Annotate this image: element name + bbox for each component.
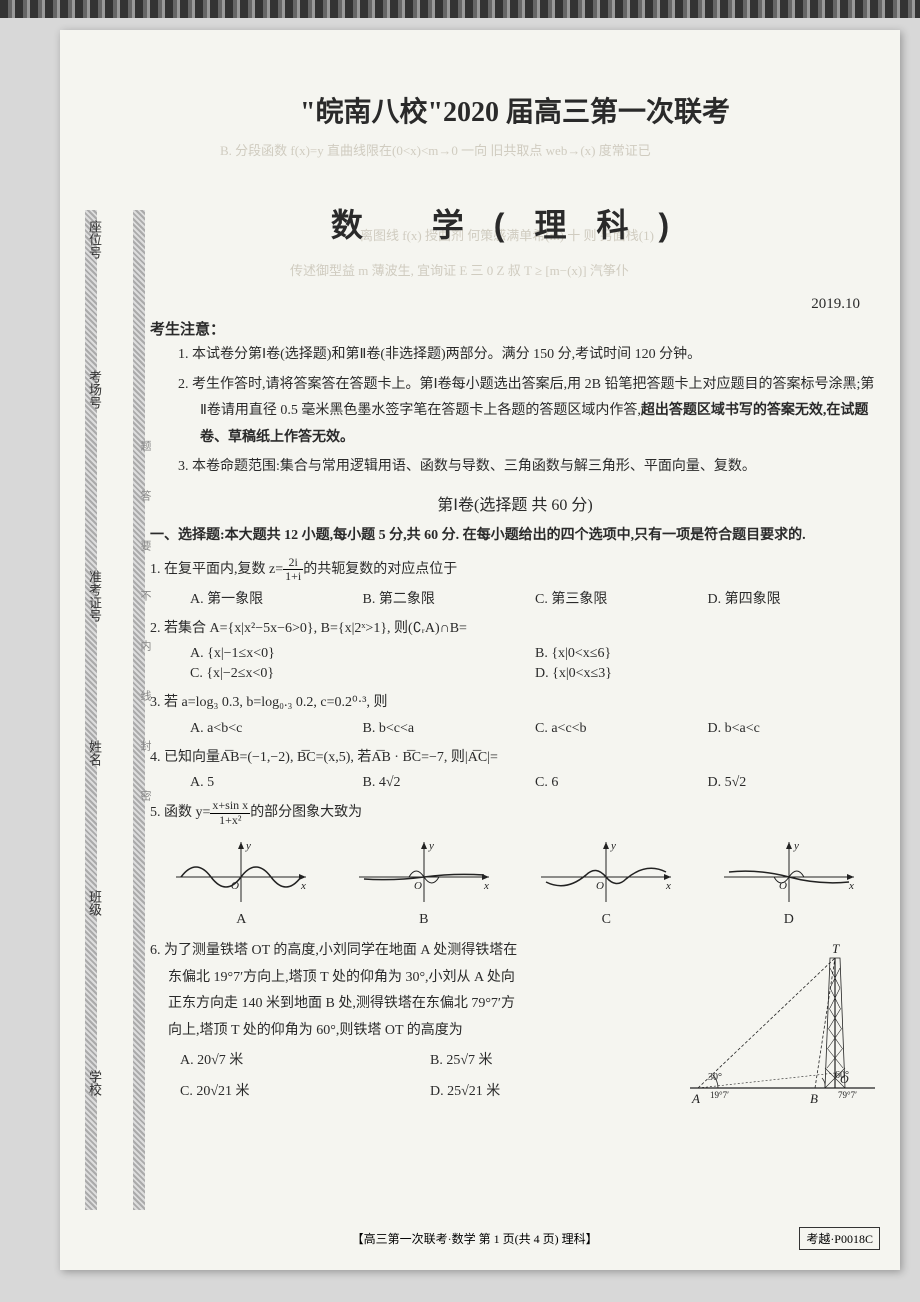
- q1-opt-b: B. 第二象限: [363, 588, 536, 608]
- q4-opt-b: B. 4√2: [363, 775, 536, 791]
- q5-stem-pre: 5. 函数 y=: [150, 805, 210, 820]
- binding-strip: 座位号 考场号 准考证号 姓名 班级 学校 题 答 要 不 内 线 封 密: [85, 210, 145, 1210]
- notice-bold: 超出答题区域书写的答案无效,在试题卷、草稿纸上作答无效。: [200, 403, 868, 445]
- q2-options-row2: C. {x|−2≤x<0} D. {x|0<x≤3}: [150, 666, 880, 682]
- svg-text:19°7′: 19°7′: [710, 1090, 729, 1100]
- q1-stem-pre: 1. 在复平面内,复数 z=: [150, 562, 283, 577]
- q2-options-row1: A. {x|−1≤x<0} B. {x|0<x≤6}: [150, 646, 880, 662]
- svg-text:y: y: [793, 840, 799, 852]
- svg-text:y: y: [610, 840, 616, 852]
- svg-text:x: x: [665, 880, 671, 892]
- svg-text:B: B: [810, 1091, 818, 1106]
- content-area: "皖南八校"2020 届高三第一次联考 数 学(理科) 2019.10 考生注意…: [150, 80, 880, 1123]
- q1-opt-c: C. 第三象限: [535, 588, 708, 608]
- q6-opt-b: B. 25√7 米: [430, 1048, 680, 1075]
- q5-graph-c: O x y C: [536, 837, 676, 928]
- graph-c-svg: O x y: [536, 837, 676, 907]
- q5-frac: x+sin x1+x²: [210, 799, 250, 826]
- notice-title: 考生注意：: [150, 318, 880, 339]
- q6-options-row1: A. 20√7 米 B. 25√7 米: [150, 1048, 680, 1075]
- svg-text:O: O: [779, 880, 787, 892]
- q2-opt-d: D. {x|0<x≤3}: [535, 666, 880, 682]
- q6-opt-a: A. 20√7 米: [180, 1048, 430, 1075]
- q1-opt-a: A. 第一象限: [190, 588, 363, 608]
- svg-text:T: T: [832, 941, 840, 956]
- q6-opt-c: C. 20√21 米: [180, 1079, 430, 1106]
- q2: 2. 若集合 A={x|x²−5x−6>0}, B={x|2ˣ>1}, 则(∁ᵣ…: [150, 616, 880, 643]
- q5-graph-d: O x y D: [719, 837, 859, 928]
- graph-d-svg: O x y: [719, 837, 859, 907]
- svg-text:y: y: [428, 840, 434, 852]
- q2-opt-b: B. {x|0<x≤6}: [535, 646, 880, 662]
- q6-svg: A B O T 30° 60° 19°7′ 79°7′: [680, 938, 880, 1118]
- exam-title: "皖南八校"2020 届高三第一次联考: [150, 90, 880, 130]
- svg-text:O: O: [596, 880, 604, 892]
- exam-subject: 数 学(理科): [150, 200, 880, 246]
- svg-text:60°: 60°: [835, 1070, 849, 1081]
- svg-text:79°7′: 79°7′: [838, 1090, 857, 1100]
- exam-page: 座位号 考场号 准考证号 姓名 班级 学校 题 答 要 不 内 线 封 密 B.…: [60, 30, 900, 1270]
- q6-options-row2: C. 20√21 米 D. 25√21 米: [150, 1079, 680, 1106]
- label-seat: 座位号: [85, 220, 104, 259]
- q3: 3. 若 a=log₃ 0.3, b=log₀.₃ 0.2, c=0.2⁰·³,…: [150, 690, 880, 717]
- q1-options: A. 第一象限 B. 第二象限 C. 第三象限 D. 第四象限: [150, 588, 880, 608]
- q6-opt-d: D. 25√21 米: [430, 1079, 680, 1106]
- q5-label-a: A: [171, 912, 311, 928]
- svg-text:A: A: [691, 1091, 700, 1106]
- q5-label-c: C: [536, 912, 676, 928]
- notice-2: 2. 考生作答时,请将答案答在答题卡上。第Ⅰ卷每小题选出答案后,用 2B 铅笔把…: [150, 372, 880, 452]
- q3-opt-d: D. b<a<c: [708, 721, 881, 737]
- q5: 5. 函数 y=x+sin x1+x²的部分图象大致为: [150, 799, 880, 827]
- part1-title: 第Ⅰ卷(选择题 共 60 分): [150, 491, 880, 515]
- q4-opt-d: D. 5√2: [708, 775, 881, 791]
- q1: 1. 在复平面内,复数 z=2i1+i的共轭复数的对应点位于: [150, 556, 880, 584]
- q1-opt-d: D. 第四象限: [708, 588, 881, 608]
- q5-graph-b: O x y B: [354, 837, 494, 928]
- q4-opt-c: C. 6: [535, 775, 708, 791]
- q3-opt-c: C. a<c<b: [535, 721, 708, 737]
- q6-text: 6. 为了测量铁塔 OT 的高度,小刘同学在地面 A 处测得铁塔在 东偏北 19…: [150, 938, 680, 1123]
- label-name: 姓名: [85, 740, 104, 766]
- q3-opt-a: A. a<b<c: [190, 721, 363, 737]
- page-footer: 【高三第一次联考·数学 第 1 页(共 4 页) 理科】 考越·P0018C: [150, 1227, 880, 1250]
- part1-desc: 一、选择题:本大题共 12 小题,每小题 5 分,共 60 分. 在每小题给出的…: [150, 523, 880, 548]
- q6-line-0: 6. 为了测量铁塔 OT 的高度,小刘同学在地面 A 处测得铁塔在: [150, 938, 680, 965]
- graph-a-svg: O x y: [171, 837, 311, 907]
- q6: 6. 为了测量铁塔 OT 的高度,小刘同学在地面 A 处测得铁塔在 东偏北 19…: [150, 938, 880, 1123]
- svg-text:x: x: [483, 880, 489, 892]
- label-school: 学校: [85, 1070, 104, 1096]
- graph-b-svg: O x y: [354, 837, 494, 907]
- scan-top-edge: [0, 0, 920, 18]
- q6-line-2: 正东方向走 140 米到地面 B 处,测得铁塔在东偏北 79°7′方: [150, 991, 680, 1018]
- q6-line-3: 向上,塔顶 T 处的仰角为 60°,则铁塔 OT 的高度为: [150, 1018, 680, 1045]
- q5-graph-a: O x y A: [171, 837, 311, 928]
- footer-center: 【高三第一次联考·数学 第 1 页(共 4 页) 理科】: [352, 1230, 598, 1247]
- q3-options: A. a<b<c B. b<c<a C. a<c<b D. b<a<c: [150, 721, 880, 737]
- svg-text:y: y: [245, 840, 251, 852]
- svg-text:x: x: [300, 880, 306, 892]
- q6-figure: A B O T 30° 60° 19°7′ 79°7′: [680, 938, 880, 1123]
- label-id: 准考证号: [85, 570, 104, 622]
- q5-stem-post: 的部分图象大致为: [250, 805, 362, 820]
- q4: 4. 已知向量A͞B=(−1,−2), B͞C=(x,5), 若A͞B · B͞…: [150, 745, 880, 772]
- footer-code: 考越·P0018C: [799, 1227, 880, 1250]
- label-class: 班级: [85, 890, 104, 916]
- svg-text:O: O: [414, 880, 422, 892]
- label-room: 考场号: [85, 370, 104, 409]
- exam-date: 2019.10: [150, 296, 880, 313]
- notice-3: 3. 本卷命题范围:集合与常用逻辑用语、函数与导数、三角函数与解三角形、平面向量…: [150, 454, 880, 481]
- q4-options: A. 5 B. 4√2 C. 6 D. 5√2: [150, 775, 880, 791]
- q6-line-1: 东偏北 19°7′方向上,塔顶 T 处的仰角为 30°,小刘从 A 处向: [150, 965, 680, 992]
- q2-opt-c: C. {x|−2≤x<0}: [190, 666, 535, 682]
- notice-1: 1. 本试卷分第Ⅰ卷(选择题)和第Ⅱ卷(非选择题)两部分。满分 150 分,考试…: [150, 342, 880, 369]
- q4-opt-a: A. 5: [190, 775, 363, 791]
- q5-label-d: D: [719, 912, 859, 928]
- q1-stem-post: 的共轭复数的对应点位于: [303, 562, 457, 577]
- q5-label-b: B: [354, 912, 494, 928]
- svg-text:30°: 30°: [708, 1072, 722, 1083]
- q5-graphs: O x y A O x y B: [150, 837, 880, 928]
- q1-frac: 2i1+i: [283, 556, 303, 583]
- q3-opt-b: B. b<c<a: [363, 721, 536, 737]
- q2-opt-a: A. {x|−1≤x<0}: [190, 646, 535, 662]
